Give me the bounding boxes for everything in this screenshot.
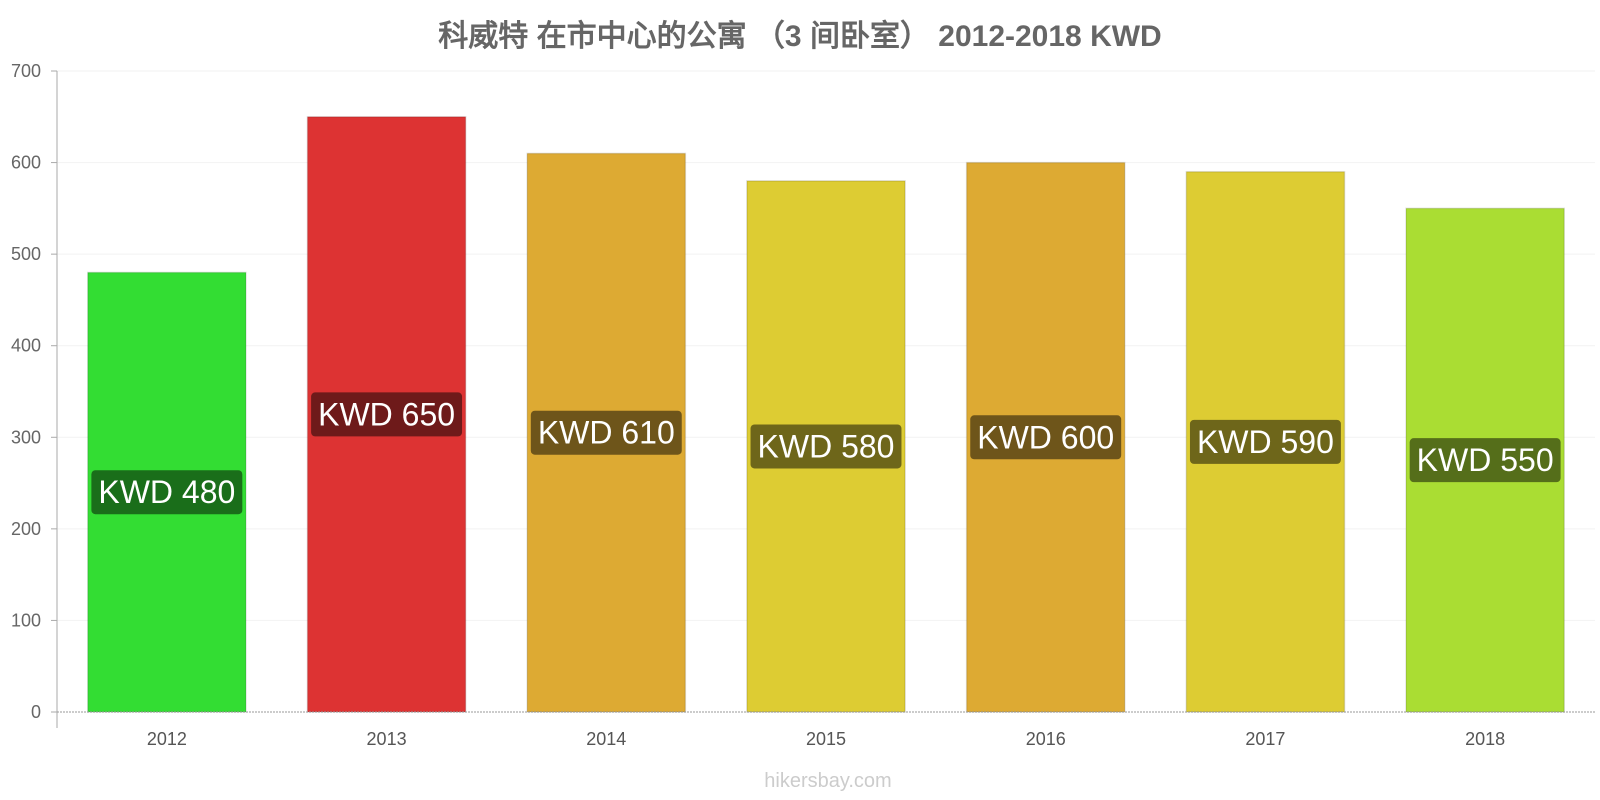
- data-label-text: KWD 650: [318, 396, 455, 432]
- x-axis: 2012 2013 2014 2015 2016 2017 2018: [147, 729, 1505, 749]
- x-tick-label: 2013: [367, 729, 407, 749]
- data-label-2013: KWD 650: [311, 392, 463, 437]
- data-label-2014: KWD 610: [530, 410, 682, 455]
- y-tick-label: 300: [11, 427, 41, 447]
- data-label-2016: KWD 600: [970, 415, 1122, 460]
- y-tick-label: 200: [11, 519, 41, 539]
- data-label-text: KWD 600: [977, 419, 1114, 455]
- data-label-text: KWD 590: [1197, 424, 1334, 460]
- x-tick-label: 2017: [1245, 729, 1285, 749]
- data-label-2018: KWD 550: [1409, 438, 1561, 483]
- data-label-box: [311, 392, 463, 437]
- x-tick-label: 2015: [806, 729, 846, 749]
- data-label-2012: KWD 480: [91, 470, 243, 515]
- data-label-text: KWD 610: [538, 415, 675, 451]
- data-label-box: [530, 410, 682, 455]
- data-label-box: [970, 415, 1122, 460]
- y-tick-label: 700: [11, 61, 41, 81]
- x-tick-label: 2014: [586, 729, 626, 749]
- x-tick-label: 2018: [1465, 729, 1505, 749]
- data-label-box: [1409, 438, 1561, 483]
- y-tick-label: 500: [11, 244, 41, 264]
- y-tick-label: 600: [11, 153, 41, 173]
- data-label-2017: KWD 590: [1189, 419, 1341, 464]
- data-label-text: KWD 480: [98, 474, 235, 510]
- data-label-text: KWD 580: [758, 428, 895, 464]
- data-label-text: KWD 550: [1417, 442, 1554, 478]
- data-label-box: [91, 470, 243, 515]
- data-label-box: [1189, 419, 1341, 464]
- data-label-2015: KWD 580: [750, 424, 902, 469]
- x-tick-label: 2016: [1026, 729, 1066, 749]
- watermark: hikersbay.com: [764, 770, 891, 792]
- data-labels: KWD 480 KWD 650 KWD 610 KWD 580 KWD 600 KWD 5…: [91, 392, 1561, 515]
- y-axis: 0 100 200 300 400 500 600 700: [11, 61, 57, 722]
- data-label-box: [750, 424, 902, 469]
- chart-title: 科威特 在市中心的公寓 （3 间卧室） 2012-2018 KWD: [438, 19, 1161, 53]
- y-tick-label: 400: [11, 336, 41, 356]
- bars: [87, 116, 1565, 713]
- y-tick-label: 0: [31, 702, 41, 722]
- x-tick-label: 2012: [147, 729, 187, 749]
- y-tick-label: 100: [11, 610, 41, 630]
